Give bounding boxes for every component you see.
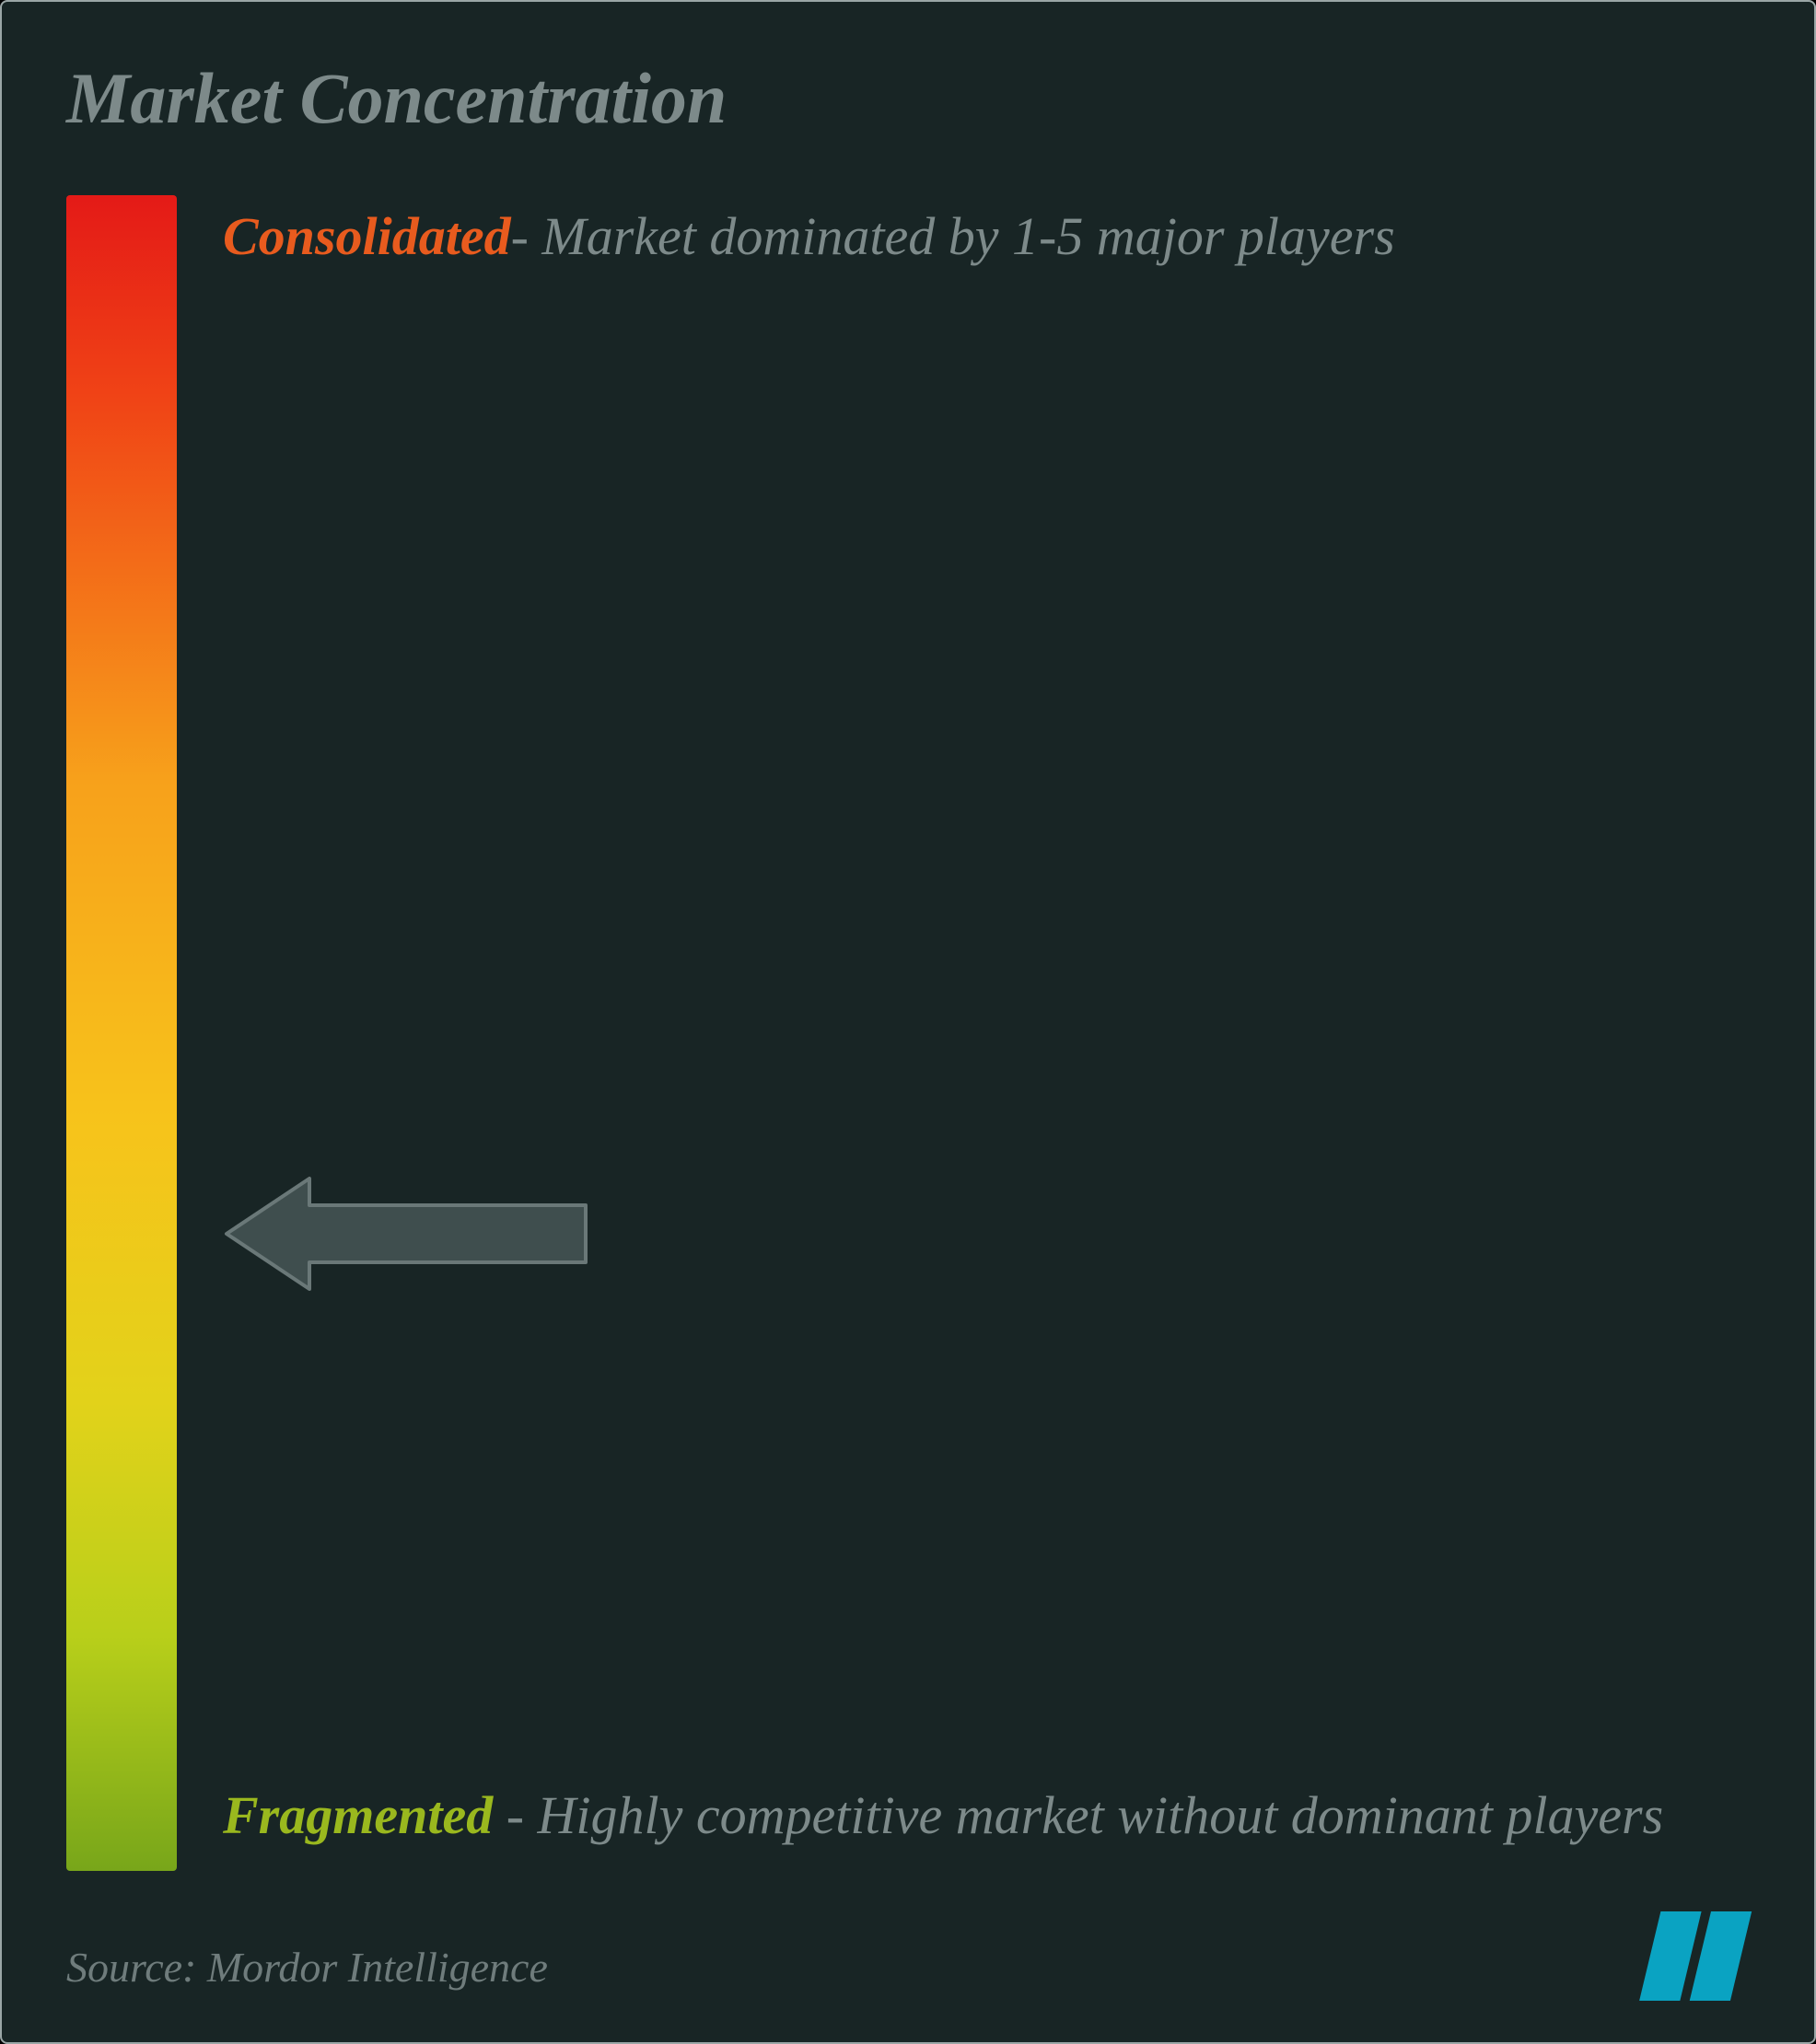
page-title: Market Concentration	[66, 57, 1750, 140]
source-value: Mordor Intelligence	[207, 1944, 548, 1991]
concentration-gradient-bar	[66, 195, 177, 1871]
content-row: Consolidated- Market dominated by 1-5 ma…	[66, 195, 1750, 1871]
brand-logo	[1639, 1911, 1759, 2006]
consolidated-desc: - Market dominated by 1-5 major players	[511, 206, 1395, 266]
fragmented-desc: - Highly competitive market without domi…	[493, 1785, 1663, 1845]
fragmented-label: Fragmented - Highly competitive market w…	[223, 1774, 1731, 1857]
indicator-arrow	[223, 1175, 589, 1293]
source-label: Source:	[66, 1944, 196, 1991]
labels-column: Consolidated- Market dominated by 1-5 ma…	[223, 195, 1750, 1871]
fragmented-key: Fragmented	[223, 1785, 493, 1845]
source-line: Source: Mordor Intelligence	[66, 1943, 548, 1992]
card: Market Concentration Consolidated- Marke…	[0, 0, 1816, 2044]
arrow-left-icon	[223, 1175, 589, 1293]
logo-icon	[1639, 1911, 1759, 2002]
consolidated-key: Consolidated	[223, 206, 511, 266]
consolidated-label: Consolidated- Market dominated by 1-5 ma…	[223, 195, 1731, 278]
